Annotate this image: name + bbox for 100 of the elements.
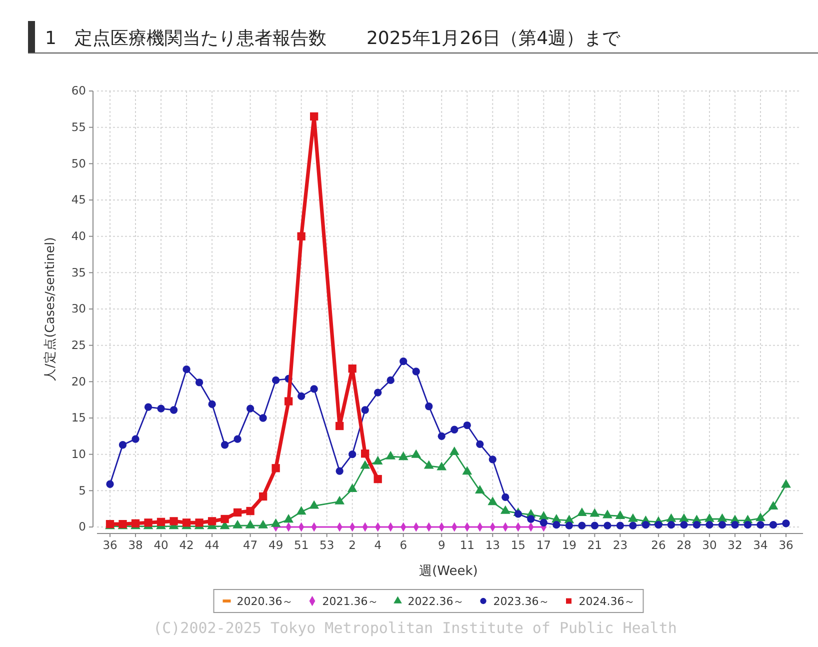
chart-subtitle: 2025年1月26日（第4週）まで: [366, 28, 622, 49]
point: [374, 474, 382, 484]
x-tick-label: 40: [154, 538, 168, 552]
point: [270, 518, 281, 527]
point: [361, 406, 369, 414]
point: [628, 513, 638, 522]
point: [717, 513, 728, 522]
point: [488, 456, 496, 464]
point: [310, 385, 318, 393]
point: [463, 421, 471, 430]
y-tick-label: 10: [71, 447, 86, 462]
legend-label: 2022.36～: [408, 595, 464, 608]
point: [438, 432, 446, 440]
point: [170, 406, 178, 414]
point: [540, 518, 548, 526]
point: [245, 520, 256, 528]
point: [195, 378, 204, 386]
point: [680, 521, 688, 529]
point: [132, 435, 140, 443]
point: [642, 521, 650, 529]
chart-title: 1 定点医療機関当たり患者報告数: [45, 28, 326, 49]
point: [259, 414, 267, 422]
point: [718, 521, 726, 529]
point: [334, 496, 345, 504]
point: [768, 500, 778, 510]
x-tick-label: 2: [348, 538, 356, 552]
point: [208, 400, 216, 408]
point: [400, 358, 408, 366]
legend-label: 2024.36～: [578, 595, 636, 608]
point: [629, 522, 637, 530]
x-tick-label: 53: [320, 538, 334, 552]
point: [360, 460, 370, 469]
x-tick-label: 36: [778, 538, 794, 552]
x-tick-label: 51: [294, 538, 309, 552]
x-axis-title: 週(Week): [419, 564, 478, 579]
point: [450, 426, 458, 434]
y-tick-label: 45: [71, 192, 86, 207]
x-tick-label: 38: [128, 538, 143, 552]
point: [527, 515, 535, 523]
x-tick-label: 6: [400, 538, 408, 552]
point: [500, 505, 510, 514]
point: [616, 522, 624, 530]
point: [234, 435, 242, 443]
point: [704, 513, 714, 522]
point: [602, 510, 612, 518]
y-tick-label: 60: [71, 84, 86, 98]
point: [538, 511, 549, 520]
point: [386, 376, 394, 384]
point: [144, 518, 152, 527]
point: [615, 510, 626, 519]
point: [348, 364, 356, 373]
point: [412, 368, 420, 376]
y-tick-label: 5: [78, 483, 86, 498]
point: [182, 518, 191, 527]
point: [246, 506, 254, 516]
point: [474, 484, 485, 494]
point: [272, 376, 280, 384]
point: [654, 521, 662, 529]
x-tick-label: 15: [510, 538, 526, 552]
x-tick-label: 13: [485, 538, 500, 552]
point: [348, 450, 356, 458]
point: [195, 518, 204, 527]
point: [424, 460, 434, 469]
point: [118, 441, 127, 449]
point: [782, 520, 790, 528]
x-tick-label: 42: [179, 538, 194, 552]
legend-label: 2023.36～: [493, 595, 550, 608]
point: [565, 522, 573, 530]
point: [309, 500, 319, 509]
point: [258, 492, 268, 501]
x-tick-label: 36: [102, 538, 118, 552]
point: [258, 520, 268, 528]
point: [361, 450, 370, 458]
x-tick-label: 17: [536, 538, 551, 552]
point: [604, 522, 612, 530]
point: [398, 452, 408, 460]
x-tick-label: 26: [651, 538, 666, 552]
point: [577, 508, 587, 516]
point: [296, 506, 306, 515]
point: [590, 522, 599, 530]
x-tick-label: 23: [612, 538, 628, 552]
legend-label: 2020.36～: [236, 595, 294, 608]
point: [347, 484, 358, 492]
x-tick-label: 47: [242, 538, 258, 552]
point: [514, 510, 522, 518]
point: [156, 518, 166, 526]
y-tick-label: 0: [78, 520, 86, 534]
point: [679, 513, 689, 522]
point: [756, 521, 764, 529]
point: [744, 521, 752, 529]
point: [436, 462, 447, 470]
x-tick-label: 32: [728, 538, 742, 552]
point: [208, 517, 216, 526]
point: [336, 422, 344, 430]
point: [106, 480, 114, 488]
point: [756, 512, 766, 522]
point: [386, 450, 396, 460]
x-tick-label: 30: [702, 538, 717, 552]
point: [272, 464, 280, 472]
point: [449, 446, 460, 455]
